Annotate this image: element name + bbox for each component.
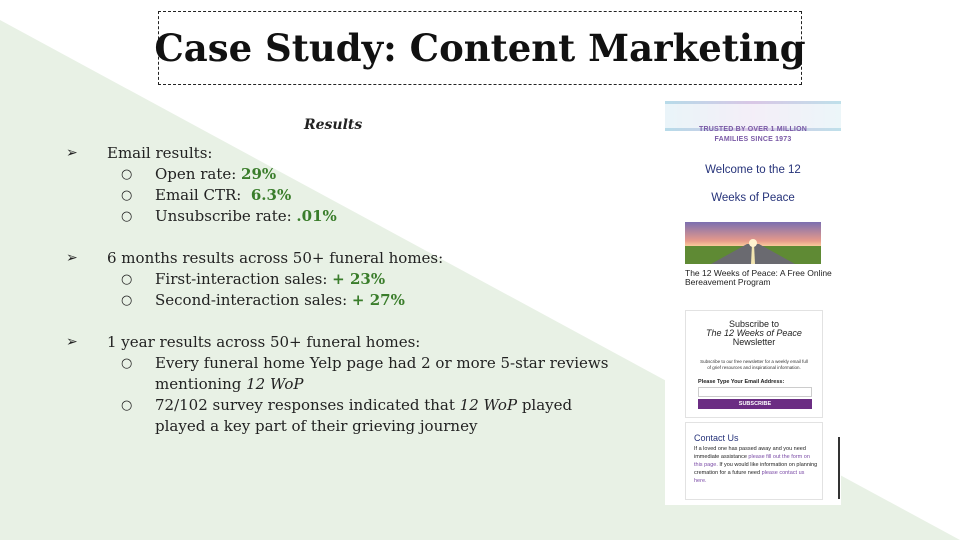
item-label: Unsubscribe rate: <box>155 207 297 225</box>
welcome-heading: Welcome to the 12 Weeks of Peace <box>665 156 841 212</box>
sub-bullet-second-interaction: ○ Second-interaction sales: + 27% <box>66 290 626 311</box>
section-heading: 1 year results across 50+ funeral homes: <box>107 333 421 351</box>
scrollbar[interactable] <box>838 437 840 499</box>
circle-bullet-icon: ○ <box>121 188 133 203</box>
bullet-1-year-results: ➢ 1 year results across 50+ funeral home… <box>66 332 626 353</box>
item-line: mentioning 12 WoP <box>155 374 626 395</box>
circle-bullet-icon: ○ <box>121 293 133 308</box>
item-value: 29% <box>241 165 277 183</box>
item-label: Second-interaction sales: <box>155 291 352 309</box>
section-heading: 6 months results across 50+ funeral home… <box>107 249 444 267</box>
arrow-bullet-icon: ➢ <box>66 145 78 161</box>
sub-bullet-email-ctr: ○ Email CTR: 6.3% <box>66 185 626 206</box>
contact-us-link[interactable]: please contact us here. <box>694 470 805 484</box>
item-value: 6.3% <box>250 186 292 204</box>
section-heading: Email results: <box>107 144 213 162</box>
sub-bullet-unsubscribe-rate: ○ Unsubscribe rate: .01% <box>66 206 626 227</box>
item-label: First-interaction sales: <box>155 270 333 288</box>
item-label: Email CTR: <box>155 186 251 204</box>
contact-sentence: If a loved one has passed away and you n… <box>694 446 806 460</box>
bullet-email-results: ➢ Email results: <box>66 143 626 164</box>
sub-bullet-first-interaction: ○ First-interaction sales: + 23% <box>66 269 626 290</box>
results-heading: Results <box>304 117 363 133</box>
title-line: Newsletter <box>732 337 776 347</box>
item-line: 72/102 survey responses indicated that 1… <box>155 395 626 416</box>
contact-form-link[interactable]: please fill out the form on this page. <box>694 454 810 468</box>
circle-bullet-icon: ○ <box>121 167 133 182</box>
arrow-bullet-icon: ➢ <box>66 250 78 266</box>
item-value: + 27% <box>351 291 405 309</box>
item-text: played <box>517 396 573 414</box>
sub-bullet-open-rate: ○ Open rate: 29% <box>66 164 626 185</box>
slide-title: Case Study: Content Marketing <box>154 26 806 70</box>
item-label: Open rate: <box>155 165 242 183</box>
item-emphasis: 12 WoP <box>459 396 518 414</box>
email-field[interactable] <box>698 387 812 397</box>
item-text: mentioning <box>155 375 247 393</box>
circle-bullet-icon: ○ <box>121 398 133 413</box>
item-line: Every funeral home Yelp page had 2 or mo… <box>155 354 609 372</box>
title-box: Case Study: Content Marketing <box>154 11 806 85</box>
subscribe-button[interactable]: SUBSCRIBE <box>698 399 812 409</box>
results-list: ➢ Email results: ○ Open rate: 29% ○ Emai… <box>66 143 626 437</box>
circle-bullet-icon: ○ <box>121 356 133 371</box>
title-line: The 12 Weeks of Peace <box>706 328 802 338</box>
road-sunset-image <box>685 222 821 264</box>
item-emphasis: 12 WoP <box>246 375 304 393</box>
contact-card: Contact Us If a loved one has passed awa… <box>685 422 823 500</box>
welcome-line: Welcome to the 12 <box>705 164 801 176</box>
trust-line: TRUSTED BY OVER 1 MILLION <box>699 126 807 133</box>
contact-sentence: If you would like information on plannin… <box>694 462 818 476</box>
circle-bullet-icon: ○ <box>121 209 133 224</box>
bullet-6-month-results: ➢ 6 months results across 50+ funeral ho… <box>66 248 626 269</box>
sub-bullet-yelp-reviews: ○ Every funeral home Yelp page had 2 or … <box>66 353 626 395</box>
item-value: + 23% <box>332 270 386 288</box>
header-banner <box>665 101 841 131</box>
item-value: .01% <box>296 207 337 225</box>
item-line: played a key part of their grieving jour… <box>155 417 478 435</box>
arrow-bullet-icon: ➢ <box>66 334 78 350</box>
contact-text: If a loved one has passed away and you n… <box>694 445 818 485</box>
sub-bullet-survey-responses: ○ 72/102 survey responses indicated that… <box>66 395 626 437</box>
circle-bullet-icon: ○ <box>121 272 133 287</box>
title-line: Subscribe to <box>728 319 780 329</box>
trust-tagline: TRUSTED BY OVER 1 MILLION FAMILIES SINCE… <box>665 125 841 145</box>
newsletter-title: Subscribe to The 12 Weeks of Peace Newsl… <box>686 320 822 347</box>
welcome-line: Weeks of Peace <box>711 192 795 204</box>
newsletter-screenshot: TRUSTED BY OVER 1 MILLION FAMILIES SINCE… <box>665 101 841 505</box>
email-label: Please Type Your Email Address: <box>698 379 785 385</box>
contact-title: Contact Us <box>694 433 739 443</box>
item-text: 72/102 survey responses indicated that <box>155 396 460 414</box>
newsletter-description: Subscribe to our free newsletter for a w… <box>700 359 808 370</box>
newsletter-card: Subscribe to The 12 Weeks of Peace Newsl… <box>685 310 823 418</box>
program-caption: The 12 Weeks of Peace: A Free Online Ber… <box>685 268 832 287</box>
trust-line: FAMILIES SINCE 1973 <box>714 136 792 143</box>
